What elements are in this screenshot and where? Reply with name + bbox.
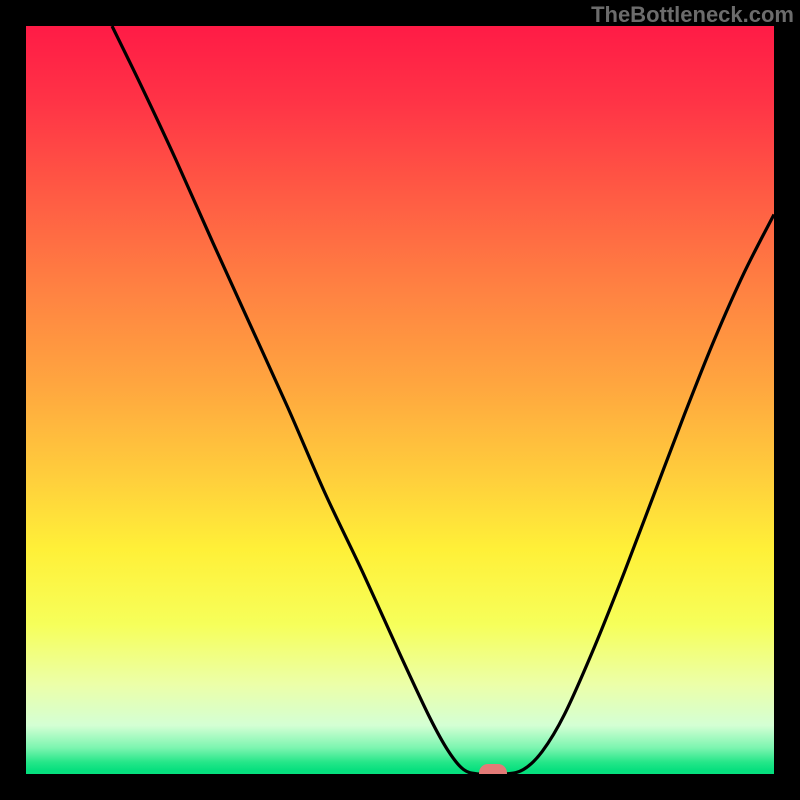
bottleneck-marker [479, 764, 507, 775]
bottleneck-curve [26, 26, 774, 774]
plot-area [26, 26, 774, 774]
chart-stage: TheBottleneck.com [0, 0, 800, 800]
watermark-text: TheBottleneck.com [591, 2, 794, 28]
